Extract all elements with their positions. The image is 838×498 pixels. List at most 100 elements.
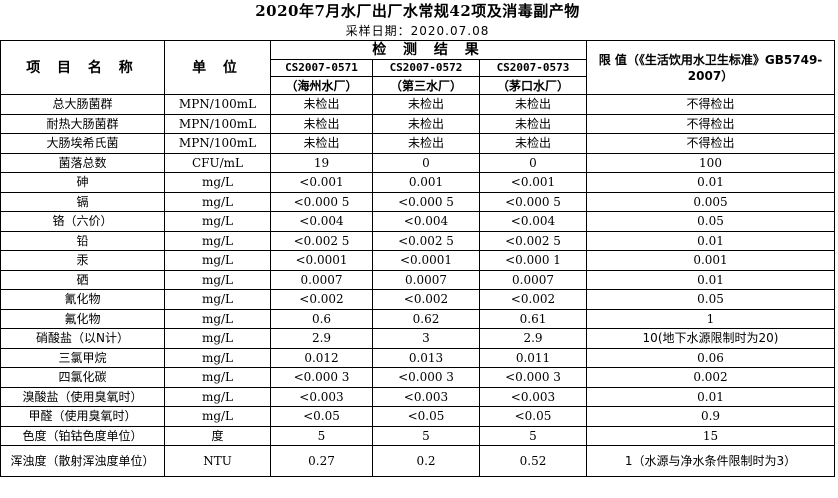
row-value-site-2: 0.013 xyxy=(372,347,480,368)
row-value-site-1: 2.9 xyxy=(270,328,373,349)
row-limit: 0.005 xyxy=(586,191,835,212)
table-row: 大肠埃希氏菌 MPN/100mL 未检出 未检出 未检出 不得检出 xyxy=(0,133,835,154)
row-unit: mg/L xyxy=(164,172,271,193)
row-value-site-3: 0.011 xyxy=(479,347,587,368)
row-value-site-1: 0.6 xyxy=(270,308,373,329)
table-row: 总大肠菌群 MPN/100mL 未检出 未检出 未检出 不得检出 xyxy=(0,94,835,115)
site-plant-3: （茅口水厂） xyxy=(479,76,587,95)
row-value-site-3: 未检出 xyxy=(479,94,587,115)
row-value-site-2: 0.001 xyxy=(372,172,480,193)
row-limit: 10(地下水源限制时为20) xyxy=(586,328,835,349)
limit-header: 限 值（《生活饮用水卫生标准》GB5749-2007） xyxy=(586,40,835,95)
row-value-site-1: 未检出 xyxy=(270,133,373,154)
row-value-site-2: 未检出 xyxy=(372,94,480,115)
results-header: 检 测 结 果 xyxy=(270,40,587,60)
row-value-site-1: 5 xyxy=(270,425,373,446)
row-value-site-2: <0.000 5 xyxy=(372,191,480,212)
row-limit: 0.01 xyxy=(586,386,835,407)
water-quality-table: 2020年7月水厂出厂水常规42项及消毒副产物 采样日期：2020.07.08 … xyxy=(0,4,835,477)
row-item-name: 硝酸盐（以N计） xyxy=(0,328,165,349)
row-unit: mg/L xyxy=(164,250,271,271)
row-unit: mg/L xyxy=(164,386,271,407)
row-unit: mg/L xyxy=(164,211,271,232)
row-item-name: 三氯甲烷 xyxy=(0,347,165,368)
row-value-site-2: <0.000 3 xyxy=(372,367,480,388)
row-unit: MPN/100mL xyxy=(164,94,271,115)
row-value-site-2: 3 xyxy=(372,328,480,349)
row-value-site-3: <0.003 xyxy=(479,386,587,407)
row-value-site-1: <0.0001 xyxy=(270,250,373,271)
unit-header: 单 位 xyxy=(164,40,271,95)
row-value-site-2: 未检出 xyxy=(372,113,480,134)
row-item-name: 四氯化碳 xyxy=(0,367,165,388)
row-limit: 0.002 xyxy=(586,367,835,388)
row-item-name: 甲醛（使用臭氧时） xyxy=(0,406,165,427)
row-unit: mg/L xyxy=(164,328,271,349)
row-unit: mg/L xyxy=(164,269,271,290)
row-value-site-3: <0.002 5 xyxy=(479,230,587,251)
row-limit: 不得检出 xyxy=(586,94,835,115)
row-unit: mg/L xyxy=(164,367,271,388)
row-value-site-3: <0.004 xyxy=(479,211,587,232)
row-unit: CFU/mL xyxy=(164,152,271,173)
table-row: 硝酸盐（以N计） mg/L 2.9 3 2.9 10(地下水源限制时为20) xyxy=(0,328,835,349)
row-value-site-3: 0 xyxy=(479,152,587,173)
row-item-name: 铅 xyxy=(0,230,165,251)
site-code-2: CS2007-0572 xyxy=(372,59,480,77)
site-plant-1: （海州水厂） xyxy=(270,76,373,95)
row-unit: mg/L xyxy=(164,230,271,251)
row-value-site-2: <0.05 xyxy=(372,406,480,427)
row-limit: 0.01 xyxy=(586,230,835,251)
row-unit: MPN/100mL xyxy=(164,133,271,154)
row-value-site-2: 0.0007 xyxy=(372,269,480,290)
table-row: 铅 mg/L <0.002 5 <0.002 5 <0.002 5 0.01 xyxy=(0,230,835,251)
table-row: 溴酸盐（使用臭氧时） mg/L <0.003 <0.003 <0.003 0.01 xyxy=(0,386,835,407)
site-code-3: CS2007-0573 xyxy=(479,59,587,77)
row-value-site-3: <0.000 1 xyxy=(479,250,587,271)
row-limit: 1 xyxy=(586,308,835,329)
row-unit: mg/L xyxy=(164,308,271,329)
row-value-site-1: 未检出 xyxy=(270,113,373,134)
row-value-site-3: <0.000 5 xyxy=(479,191,587,212)
row-value-site-1: <0.003 xyxy=(270,386,373,407)
row-value-site-3: 0.0007 xyxy=(479,269,587,290)
row-value-site-1: 未检出 xyxy=(270,94,373,115)
row-item-name: 镉 xyxy=(0,191,165,212)
table-row: 耐热大肠菌群 MPN/100mL 未检出 未检出 未检出 不得检出 xyxy=(0,113,835,134)
table-row: 铬（六价） mg/L <0.004 <0.004 <0.004 0.05 xyxy=(0,211,835,232)
row-value-site-1: 19 xyxy=(270,152,373,173)
row-value-site-1: <0.000 5 xyxy=(270,191,373,212)
row-item-name: 铬（六价） xyxy=(0,211,165,232)
row-value-site-3: <0.001 xyxy=(479,172,587,193)
row-limit: 0.05 xyxy=(586,289,835,310)
row-value-site-2: <0.0001 xyxy=(372,250,480,271)
row-item-name: 溴酸盐（使用臭氧时） xyxy=(0,386,165,407)
row-item-name: 耐热大肠菌群 xyxy=(0,113,165,134)
row-value-site-1: <0.004 xyxy=(270,211,373,232)
table-body: 总大肠菌群 MPN/100mL 未检出 未检出 未检出 不得检出 耐热大肠菌群 MPN/100… xyxy=(0,94,835,477)
row-item-name: 大肠埃希氏菌 xyxy=(0,133,165,154)
row-value-site-2: 0.62 xyxy=(372,308,480,329)
row-value-site-1: 0.0007 xyxy=(270,269,373,290)
row-unit: MPN/100mL xyxy=(164,113,271,134)
row-value-site-2: 5 xyxy=(372,425,480,446)
row-value-site-3: 0.61 xyxy=(479,308,587,329)
row-value-site-3: 5 xyxy=(479,425,587,446)
row-item-name: 浑浊度（散射浑浊度单位） xyxy=(0,445,165,477)
table-row: 硒 mg/L 0.0007 0.0007 0.0007 0.01 xyxy=(0,269,835,290)
table-row: 三氯甲烷 mg/L 0.012 0.013 0.011 0.06 xyxy=(0,347,835,368)
row-value-site-3: 未检出 xyxy=(479,133,587,154)
table-row: 镉 mg/L <0.000 5 <0.000 5 <0.000 5 0.005 xyxy=(0,191,835,212)
row-unit: NTU xyxy=(164,445,271,477)
row-unit: 度 xyxy=(164,425,271,446)
row-item-name: 氟化物 xyxy=(0,308,165,329)
row-limit: 0.05 xyxy=(586,211,835,232)
row-value-site-1: <0.002 5 xyxy=(270,230,373,251)
site-plant-2: （第三水厂） xyxy=(372,76,480,95)
row-value-site-2: <0.002 5 xyxy=(372,230,480,251)
row-item-name: 砷 xyxy=(0,172,165,193)
row-item-name: 汞 xyxy=(0,250,165,271)
row-value-site-1: <0.05 xyxy=(270,406,373,427)
row-value-site-3: 未检出 xyxy=(479,113,587,134)
